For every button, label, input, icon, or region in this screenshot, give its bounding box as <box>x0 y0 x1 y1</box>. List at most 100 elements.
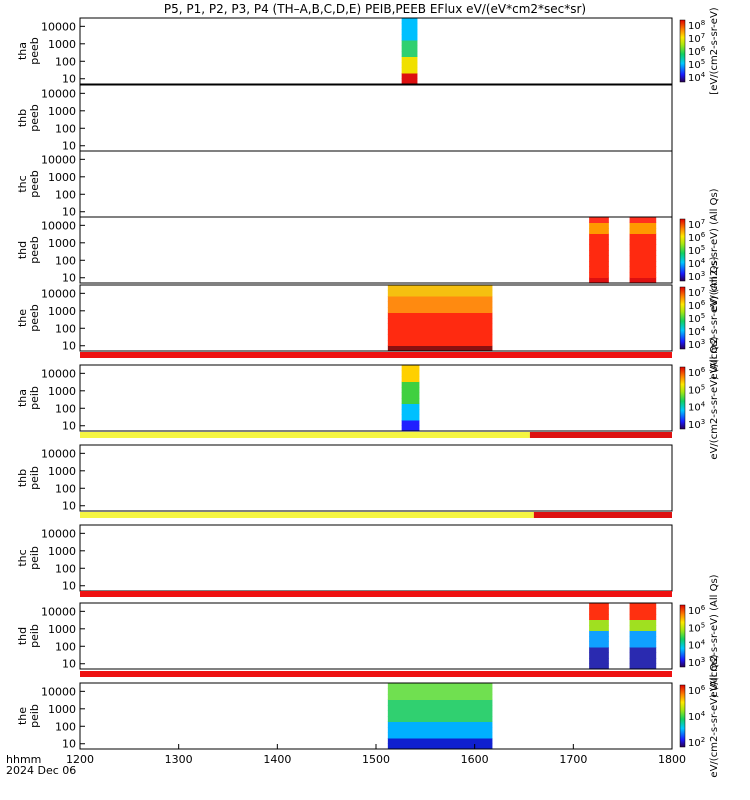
spectrum-block <box>387 683 493 750</box>
spectrum-block <box>589 217 609 284</box>
y-tick-label: 10 <box>62 420 76 433</box>
spectrum-cell <box>401 414 420 421</box>
spectrum-cell <box>387 694 493 700</box>
panel-tha-peib: 10000 1000 100 10 tha peib 106 105 104 103 eV/(cm2… <box>16 336 720 459</box>
colorbar-tick-label: 108 <box>688 19 705 32</box>
y-tick-label: 1000 <box>48 237 76 250</box>
spectrum-cell <box>589 222 609 229</box>
colorbar-tick-label: 103 <box>688 418 705 431</box>
spectrum-cell <box>401 420 420 426</box>
colorbar-tick-label: 106 <box>688 231 706 244</box>
y-tick-label: 1000 <box>48 38 76 51</box>
y-tick-label: 1000 <box>48 385 76 398</box>
colorbar-title: eV/(cm2-s-sr-eV) (All Qs) <box>709 574 720 697</box>
colorbar-tick-label: 103 <box>688 338 705 351</box>
panel-frame <box>79 216 673 284</box>
colorbar-title: eV/(cm2-s-sr-eV) (All Qs) <box>709 188 720 311</box>
spectrum-cell <box>387 296 493 302</box>
panel-thd-peib: 10000 1000 100 10 thd peib 106 105 104 103 eV/(cm2… <box>16 574 720 697</box>
spectrum-cell <box>401 387 420 393</box>
panel-label-probe: tha <box>16 389 29 407</box>
y-tick-label: 100 <box>55 322 76 335</box>
y-tick-label: 10 <box>62 658 76 671</box>
spectrum-cell <box>629 261 657 267</box>
panel-label-probe: the <box>16 309 29 327</box>
spectrum-cell <box>589 239 609 245</box>
spectrum-cell <box>629 603 657 609</box>
y-tick-label: 10 <box>62 340 76 353</box>
panel-frame <box>79 150 673 218</box>
y-tick-label: 10 <box>62 206 76 219</box>
colorbar-tick-label: 105 <box>688 58 705 71</box>
y-tick-label: 10000 <box>41 447 76 460</box>
spectrum-cell <box>401 376 420 382</box>
spectrum-cell <box>589 641 609 648</box>
spectrum-cell <box>387 727 493 733</box>
panel-label-mode: peib <box>28 466 41 490</box>
spectrum-cell <box>629 222 657 229</box>
spectrum-cell <box>401 403 420 410</box>
spectrum-cell <box>589 603 609 609</box>
spectrum-cell <box>589 614 609 620</box>
mode-bar-segment <box>80 671 672 677</box>
y-tick-label: 10000 <box>41 367 76 380</box>
y-tick-label: 10000 <box>41 287 76 300</box>
spectrum-cell <box>589 217 609 223</box>
y-tick-label: 100 <box>55 562 76 575</box>
spectrum-cell <box>629 663 657 670</box>
x-tick-label: 1400 <box>263 753 291 766</box>
spectrum-cell <box>401 409 420 415</box>
panel-label-mode: peeb <box>28 37 41 65</box>
panel-label-mode: peib <box>28 704 41 728</box>
colorbar-title: eV/(cm2-s-sr-eV) (All Qs) <box>709 336 720 459</box>
spectrum-cell <box>589 608 609 615</box>
spectrum-cell <box>589 261 609 267</box>
panel-label-probe: thb <box>16 109 29 127</box>
y-tick-label: 1000 <box>48 105 76 118</box>
spectrum-cell <box>387 307 493 313</box>
x-axis-label-date: 2024 Dec 06 <box>6 764 76 777</box>
colorbar-tick-label: 105 <box>688 621 705 634</box>
panel-frame <box>79 682 673 750</box>
panel-frame <box>79 524 673 592</box>
spectrum-cell <box>401 392 420 399</box>
spectrum-cell <box>387 301 493 308</box>
colorbar-gradient <box>679 286 686 350</box>
spectrum-cell <box>629 217 657 223</box>
y-tick-label: 10 <box>62 140 76 153</box>
y-tick-label: 1000 <box>48 623 76 636</box>
spectrum-cell <box>589 658 609 664</box>
panel-label-mode: peib <box>28 546 41 570</box>
spectrum-cell <box>401 29 418 35</box>
spectrum-block <box>401 365 420 432</box>
x-tick-label: 1200 <box>66 753 94 766</box>
spectrum-cell <box>629 652 657 659</box>
y-tick-label: 100 <box>55 122 76 135</box>
x-tick-label: 1500 <box>362 753 390 766</box>
mode-bar-segment <box>80 352 672 358</box>
chart-title: P5, P1, P2, P3, P4 (TH–A,B,C,D,E) PEIB,P… <box>164 2 586 16</box>
colorbar-gradient <box>679 366 686 430</box>
colorbar-tick-label: 106 <box>688 604 706 617</box>
spectrum-cell <box>387 345 493 352</box>
colorbar-tick-label: 106 <box>688 366 706 379</box>
spectrum-block <box>401 18 418 85</box>
colorbar-gradient <box>679 218 686 282</box>
spectrum-cell <box>387 716 493 722</box>
spectrum-cell <box>387 334 493 341</box>
y-tick-label: 100 <box>55 188 76 201</box>
y-tick-label: 10 <box>62 580 76 593</box>
colorbar-title: [eV/(cm2-s-sr-eV) <box>709 7 720 94</box>
panel-frame <box>79 364 673 432</box>
spectrum-cell <box>589 272 609 278</box>
spectrum-cell <box>629 619 657 626</box>
spectrum-cell <box>589 266 609 273</box>
spectrum-cell <box>629 239 657 245</box>
y-tick-label: 10 <box>62 738 76 751</box>
y-tick-label: 1000 <box>48 171 76 184</box>
spectrum-cell <box>401 365 420 371</box>
spectrum-cell <box>401 67 418 74</box>
colorbar-tick-label: 105 <box>688 312 705 325</box>
spectrum-cell <box>401 398 420 404</box>
